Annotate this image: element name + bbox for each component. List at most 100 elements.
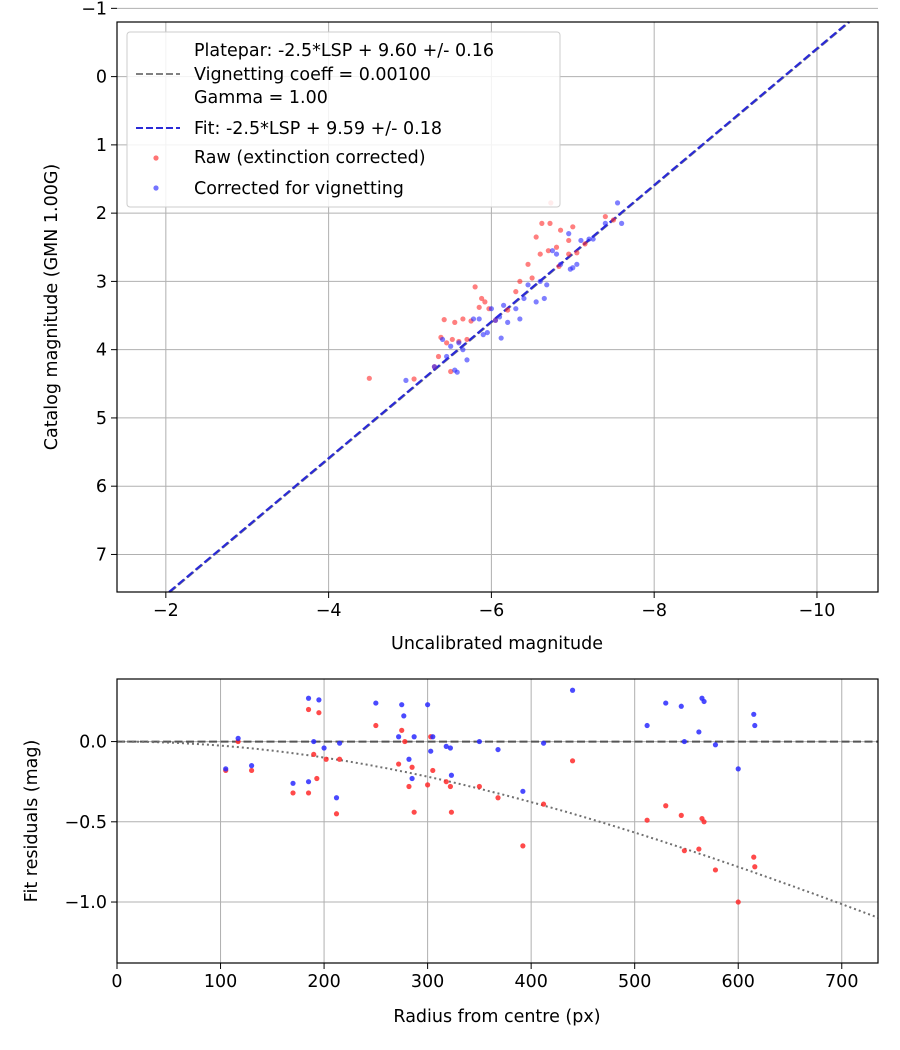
corrected-point <box>614 200 621 206</box>
raw-point <box>540 801 547 807</box>
raw-point <box>505 307 511 313</box>
x-tick-label: 300 <box>411 972 444 992</box>
raw-point <box>305 706 312 713</box>
corrected-point <box>290 780 296 786</box>
legend-raw-marker <box>153 155 159 161</box>
corrected-point <box>701 698 707 705</box>
corrected-point <box>495 746 501 753</box>
corrected-point <box>337 740 343 746</box>
raw-point <box>644 817 650 823</box>
raw-point <box>513 289 519 295</box>
legend: Platepar: -2.5*LSP + 9.60 +/- 0.16 Vigne… <box>126 31 561 208</box>
bottom-y-axis-label: Fit residuals (mag) <box>22 740 42 903</box>
raw-point <box>696 846 702 852</box>
legend-corrected-marker <box>153 185 159 191</box>
top-points <box>366 200 625 383</box>
corrected-point <box>513 306 519 312</box>
corrected-point <box>752 722 758 729</box>
raw-point <box>545 248 551 254</box>
corrected-point <box>525 282 531 288</box>
corrected-point <box>541 295 547 302</box>
bottom-lines <box>117 740 879 919</box>
corrected-point <box>488 306 494 312</box>
y-tick-label: 5 <box>96 409 107 429</box>
y-tick-label: 1 <box>96 136 107 156</box>
corrected-point <box>663 700 669 706</box>
corrected-point <box>496 314 503 320</box>
raw-point <box>570 224 576 230</box>
raw-point <box>533 234 539 240</box>
y-tick-label: 3 <box>96 272 107 292</box>
corrected-point <box>712 742 719 748</box>
corrected-point <box>460 347 466 353</box>
raw-point <box>553 244 560 250</box>
corrected-point <box>448 343 454 349</box>
raw-point <box>476 783 482 790</box>
y-tick-label: −1.0 <box>65 893 108 913</box>
corrected-point <box>305 695 312 701</box>
raw-point <box>610 217 617 223</box>
x-tick-label: 0 <box>111 972 122 992</box>
corrected-point <box>751 711 757 717</box>
raw-point <box>479 295 485 302</box>
bottom-axes-frame <box>116 678 879 964</box>
corrected-point <box>223 766 229 772</box>
corrected-point <box>456 340 462 346</box>
legend-fit-label: Fit: -2.5*LSP + 9.59 +/- 0.18 <box>194 119 442 139</box>
y-tick-label: −1 <box>81 0 107 19</box>
raw-point <box>520 843 526 849</box>
corrected-point <box>444 353 450 360</box>
x-tick-label: 200 <box>307 972 340 992</box>
bottom-points <box>223 687 758 905</box>
x-tick-label: −6 <box>478 601 504 621</box>
corrected-point <box>248 763 255 769</box>
raw-point <box>448 809 455 815</box>
y-tick-label: 2 <box>96 204 107 224</box>
raw-point <box>751 854 757 860</box>
raw-point <box>495 795 501 801</box>
y-tick-label: −0.5 <box>65 813 108 833</box>
corrected-point <box>566 231 572 237</box>
corrected-point <box>430 734 436 740</box>
corrected-point <box>447 745 453 751</box>
legend-gamma-label: Gamma = 1.00 <box>194 88 328 108</box>
raw-point <box>316 710 322 716</box>
corrected-point <box>498 335 504 341</box>
y-tick-label: 7 <box>96 545 107 565</box>
raw-point <box>517 278 523 285</box>
raw-point <box>452 319 458 325</box>
corrected-point <box>644 722 650 729</box>
corrected-point <box>470 316 477 322</box>
raw-point <box>406 783 412 790</box>
raw-point <box>366 375 372 381</box>
corrected-point <box>557 261 564 267</box>
corrected-point <box>235 735 241 741</box>
corrected-point <box>428 748 434 754</box>
raw-point <box>305 790 312 796</box>
raw-point <box>449 336 455 343</box>
raw-point <box>443 779 449 785</box>
residuals-plot: 0 100 200 300 400 500 600 700 0.0 −0.5 −1.0 Radius… <box>22 678 879 1027</box>
raw-point <box>582 241 588 247</box>
top-x-axis-label: Uncalibrated magnitude <box>391 634 603 654</box>
corrected-point <box>333 795 340 801</box>
corrected-point <box>537 278 543 285</box>
raw-point <box>557 227 564 233</box>
corrected-point <box>443 743 449 749</box>
corrected-point <box>321 745 327 751</box>
corrected-point <box>533 299 539 305</box>
raw-point <box>444 340 450 346</box>
raw-point <box>566 251 572 257</box>
legend-raw-label: Raw (extinction corrected) <box>194 148 426 168</box>
bottom-x-axis-label: Radius from centre (px) <box>393 1007 600 1027</box>
raw-point <box>472 284 478 290</box>
corrected-point <box>501 302 507 308</box>
raw-point <box>447 783 453 790</box>
corrected-point <box>406 756 412 762</box>
corrected-point <box>590 236 596 242</box>
corrected-point <box>409 775 415 782</box>
corrected-point <box>517 316 523 322</box>
corrected-point <box>448 772 455 778</box>
